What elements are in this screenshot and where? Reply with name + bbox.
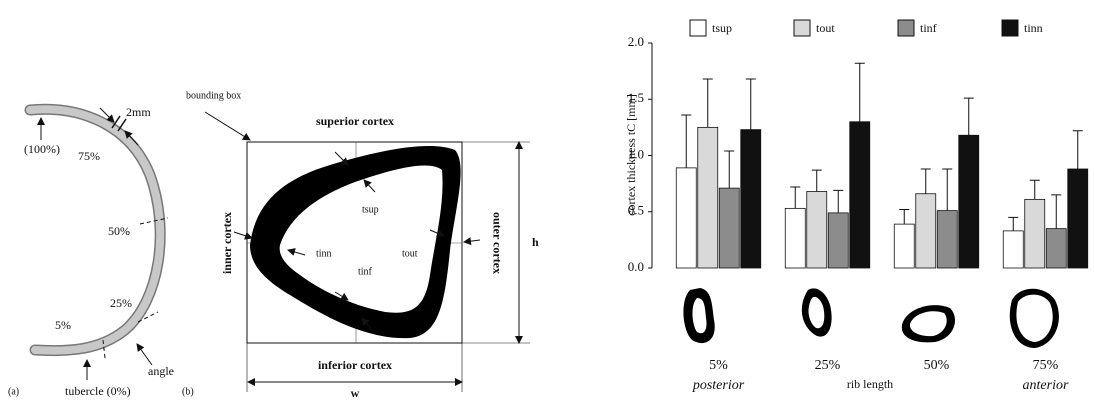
h-label: h [532,235,539,249]
category-note: anterior [1023,378,1069,393]
bar [676,168,696,268]
error-bar [921,169,931,194]
outer-label: outer cortex [490,212,504,274]
error-bar [964,98,974,135]
panel-label: (a) [8,386,19,397]
legend-swatch [1002,20,1018,36]
w-label: w [351,386,360,400]
tubercle-label: tubercle (0%) [65,384,131,398]
bar [937,211,957,268]
x-tick-label: 25% [815,358,841,373]
panel-a: 2mm (100%) 75% 50% 25% 5% angle tubercle… [8,105,174,398]
panel-b: bounding box superior cortex inferior co… [182,90,539,399]
label-75: 75% [78,149,100,163]
x-axis-label: rib length [847,377,893,391]
label-50: 50% [108,224,130,238]
bar [719,188,739,268]
bar [894,224,914,268]
error-bar [942,169,952,211]
label-25: 25% [110,296,132,310]
error-bar [855,63,865,122]
t-inn-label: tinn [316,248,332,259]
error-bar [746,79,756,130]
bar [698,127,718,268]
bar [916,194,936,268]
legend-label: tsup [712,21,732,35]
arrow [464,240,480,242]
y-tick-label: 1.5 [628,90,644,105]
y-tick-label: 0.5 [628,203,644,218]
arrow [137,344,152,365]
bar [1046,229,1066,268]
figure: 2mm (100%) 75% 50% 25% 5% angle tubercle… [0,0,1094,401]
bar [1003,231,1023,268]
bar [1068,169,1088,268]
legend-label: tinn [1024,21,1043,35]
bar [959,135,979,268]
angle-label: angle [148,364,174,378]
legend-swatch [690,20,706,36]
error-bar [790,187,800,208]
bar-chart: cortex thickness tC [mm] rib length 0.00… [624,20,1088,393]
category-note: posterior [692,378,745,393]
error-bar [724,151,734,188]
arrow [205,112,250,140]
y-tick-label: 2.0 [628,34,644,49]
t-inf-label: tinf [358,266,373,277]
bar [785,208,805,268]
error-bar [899,210,909,225]
x-tick-label: 5% [709,358,728,373]
error-bar [681,115,691,168]
error-bar [812,170,822,191]
error-bar [1030,180,1040,199]
x-tick-label: 50% [924,358,950,373]
error-bar [1051,195,1061,229]
legend-label: tinf [920,21,937,35]
inner-label: inner cortex [220,212,234,274]
bar [828,213,848,268]
label-5: 5% [55,318,71,332]
legend-swatch [794,20,810,36]
legend-label: tout [816,21,835,35]
error-bar [1073,131,1083,169]
superior-label: superior cortex [316,114,394,128]
bar [850,122,870,268]
y-tick-label: 1.0 [628,146,644,161]
t-sup-label: tsup [362,204,379,215]
bar [1025,199,1045,268]
inferior-label: inferior cortex [318,358,392,372]
bar [741,130,761,268]
width-label: 2mm [126,105,151,119]
label-100: (100%) [24,142,60,156]
bar [807,192,827,269]
y-tick-label: 0.0 [628,259,644,274]
error-bar [1008,217,1018,231]
bounding-box-label: bounding box [186,90,241,101]
legend-swatch [898,20,914,36]
x-tick-label: 75% [1033,358,1059,373]
error-bar [703,79,713,127]
panel-label: (b) [182,386,194,397]
arrow [234,232,252,238]
error-bar [833,190,843,213]
t-out-label: tout [402,248,418,259]
